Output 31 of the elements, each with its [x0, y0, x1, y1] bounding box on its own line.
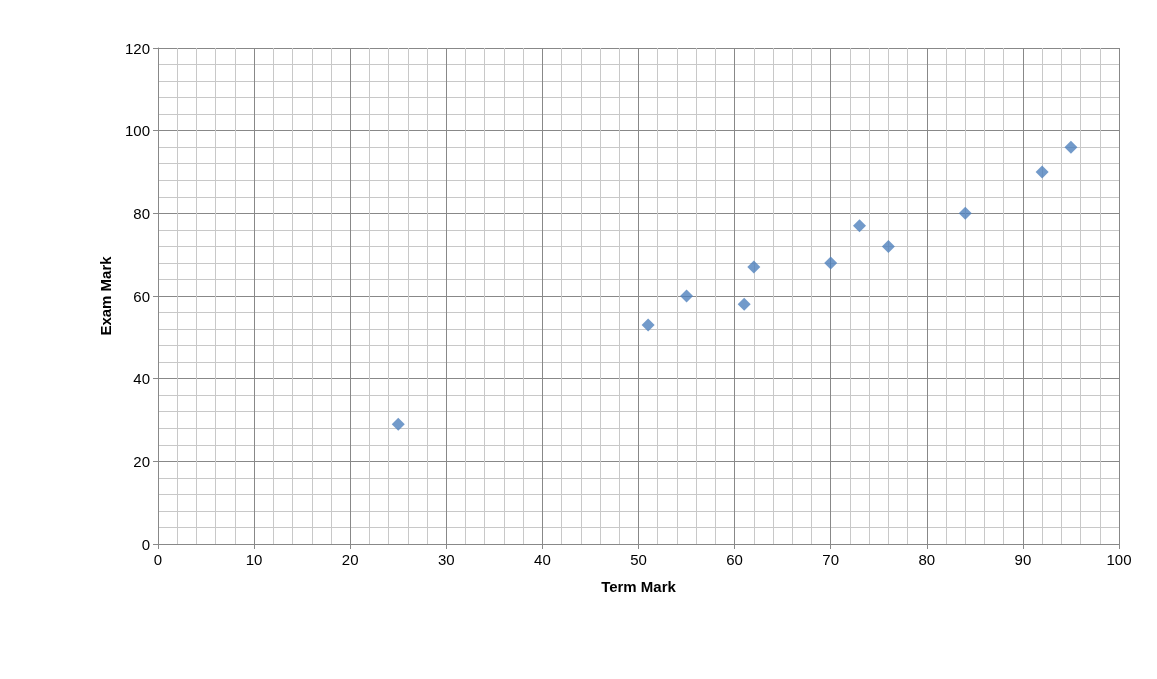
y-tick-label: 0 — [141, 535, 150, 553]
x-tick-label: 70 — [822, 551, 840, 568]
x-tick-label: 20 — [341, 551, 359, 568]
point — [881, 239, 895, 253]
y-tick-label: 120 — [124, 39, 150, 57]
point — [680, 289, 694, 303]
y-tick-label: 100 — [124, 122, 150, 140]
y-axis-title: Exam Mark — [97, 255, 114, 336]
point — [737, 297, 751, 311]
point — [391, 417, 405, 431]
y-tick-label: 60 — [133, 287, 150, 305]
point — [641, 318, 655, 332]
y-tick-label: 40 — [133, 370, 150, 388]
x-tick-label: 60 — [726, 551, 743, 568]
x-tick-label: 30 — [437, 551, 455, 568]
x-tick-label: 10 — [245, 551, 263, 568]
x-tick-label: 50 — [630, 551, 647, 568]
x-axis-title: Term Mark — [601, 578, 677, 595]
x-tick-label: 0 — [153, 551, 163, 568]
x-tick-label: 40 — [534, 551, 551, 568]
point — [958, 206, 972, 220]
x-tick-label: 90 — [1014, 551, 1032, 568]
point — [853, 219, 867, 233]
y-tick-label: 20 — [133, 452, 150, 470]
point — [747, 260, 761, 274]
point — [824, 256, 838, 270]
point — [1035, 165, 1049, 179]
y-tick-label: 80 — [133, 204, 150, 222]
x-tick-label: 100 — [1106, 551, 1132, 568]
point — [1064, 140, 1078, 154]
x-tick-label: 80 — [918, 551, 936, 568]
